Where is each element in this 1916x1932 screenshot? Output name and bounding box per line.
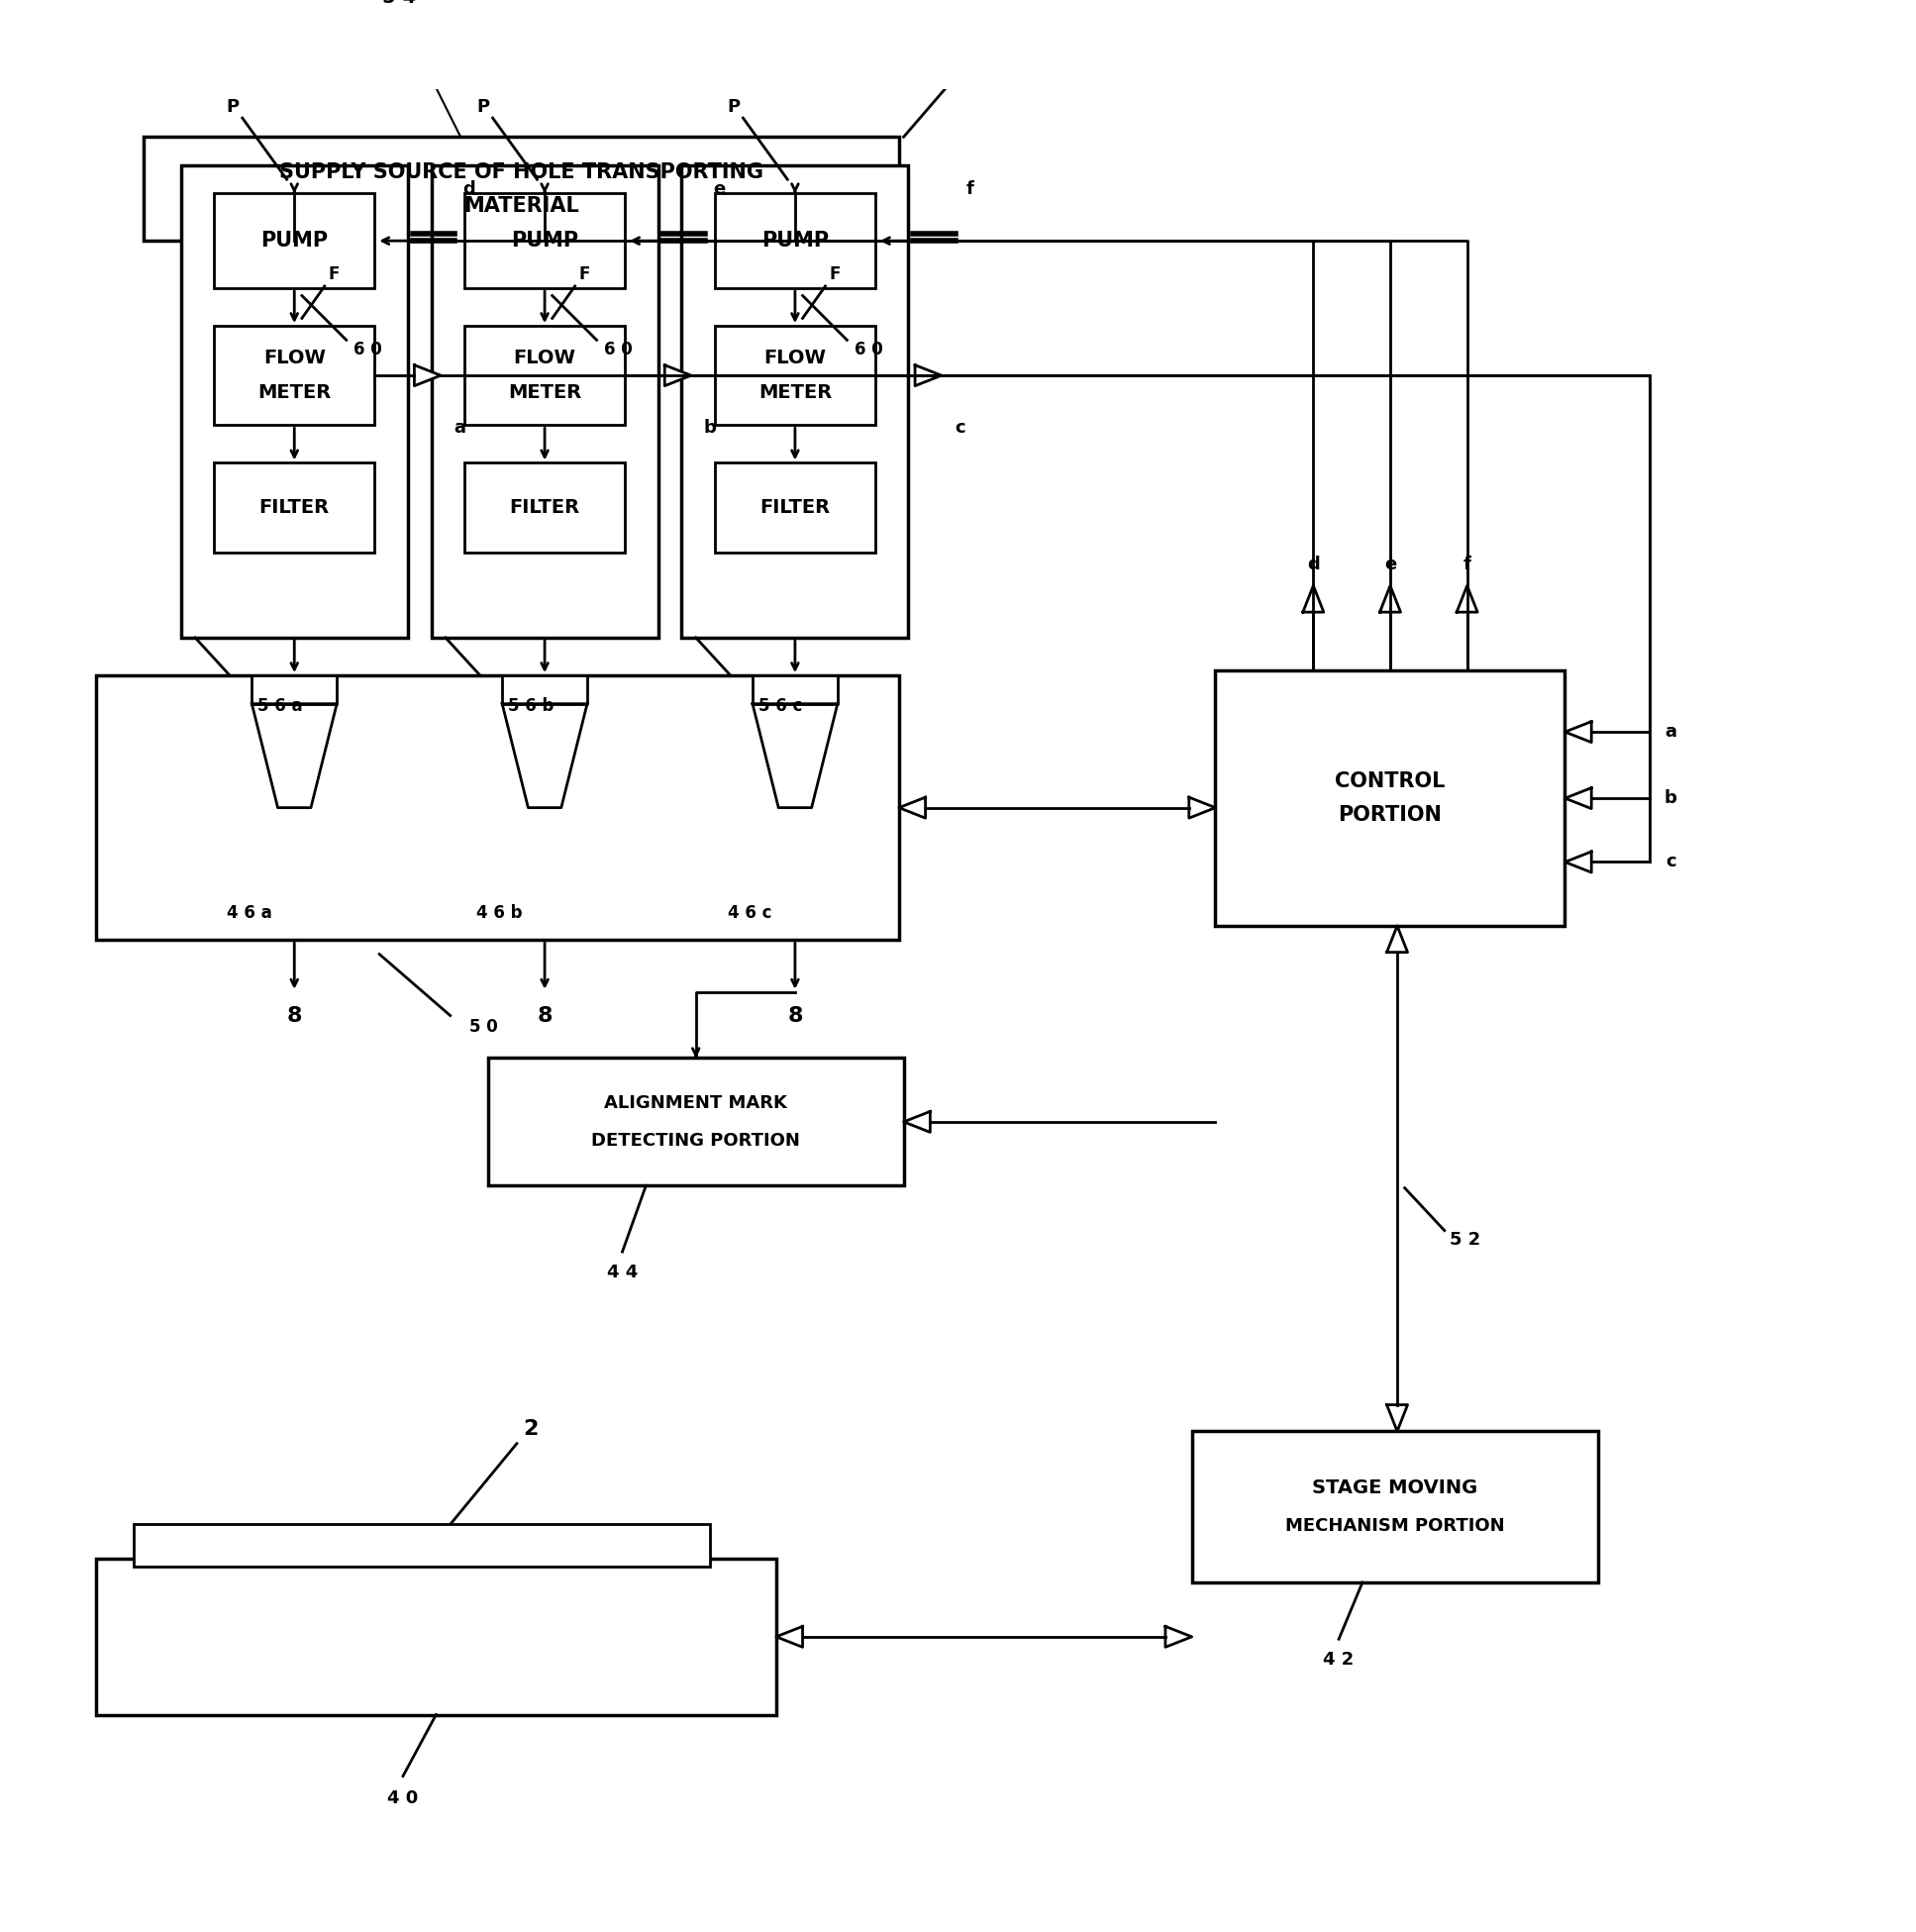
Polygon shape [665,365,692,386]
Polygon shape [904,1111,929,1132]
Polygon shape [1387,925,1408,952]
Polygon shape [1565,788,1592,810]
Bar [134,1524,711,1567]
Bar [464,327,625,425]
Text: ALIGNMENT MARK: ALIGNMENT MARK [604,1094,787,1111]
Text: e: e [713,180,726,197]
Text: FLOW: FLOW [262,350,326,367]
Text: a: a [454,419,466,437]
Bar [431,166,657,638]
Text: METER: METER [508,383,581,402]
Text: a: a [1665,723,1676,740]
Text: STAGE MOVING: STAGE MOVING [1312,1478,1477,1497]
Text: F: F [328,265,339,282]
Text: 6 0: 6 0 [354,340,383,357]
Polygon shape [899,798,925,817]
Bar [1192,1432,1598,1582]
Text: f: f [966,180,973,197]
Text: FLOW: FLOW [513,350,577,367]
Bar [1215,670,1565,925]
Text: PORTION: PORTION [1337,806,1443,825]
Bar [464,193,625,288]
Text: c: c [1665,854,1676,871]
Text: FILTER: FILTER [761,498,830,518]
Text: b: b [1665,790,1676,808]
Bar [489,1059,904,1186]
Polygon shape [1387,1405,1408,1432]
Text: 4 4: 4 4 [607,1264,638,1281]
Text: 5 6 b: 5 6 b [508,697,554,715]
Text: F: F [579,265,590,282]
Text: 4 6 b: 4 6 b [477,904,523,922]
Text: PUMP: PUMP [512,232,579,251]
Polygon shape [414,365,441,386]
Text: d: d [1307,556,1320,574]
Text: F: F [830,265,841,282]
Text: FILTER: FILTER [259,498,330,518]
Text: 4 6 a: 4 6 a [226,904,272,922]
Bar [180,166,408,638]
Text: P: P [728,99,740,116]
Bar [682,166,908,638]
Text: PUMP: PUMP [261,232,328,251]
Text: FILTER: FILTER [510,498,581,518]
Polygon shape [1165,1627,1192,1648]
Text: b: b [703,419,717,437]
Text: P: P [477,99,490,116]
Text: 4 0: 4 0 [387,1789,418,1806]
Polygon shape [1380,585,1401,612]
Bar [96,676,899,941]
Text: 4 2: 4 2 [1324,1652,1355,1669]
Polygon shape [502,703,586,808]
Bar [215,327,376,425]
Text: METER: METER [257,383,331,402]
Polygon shape [502,676,586,703]
Polygon shape [753,703,837,808]
Text: P: P [226,99,240,116]
Polygon shape [1456,585,1477,612]
Polygon shape [916,365,941,386]
Bar [715,464,876,553]
Text: 5 6 c: 5 6 c [759,697,803,715]
Polygon shape [251,676,337,703]
Bar [464,464,625,553]
Text: d: d [464,180,475,197]
Text: CONTROL: CONTROL [1335,771,1445,790]
Polygon shape [1190,798,1215,817]
Polygon shape [753,676,837,703]
Text: e: e [1383,556,1397,574]
Bar [215,464,376,553]
Bar [215,193,376,288]
Bar [715,327,876,425]
Text: 6 0: 6 0 [604,340,632,357]
Polygon shape [251,703,337,808]
Text: f: f [1464,556,1471,574]
Text: 8: 8 [287,1007,303,1026]
Polygon shape [776,1627,803,1648]
Text: 5 2: 5 2 [1450,1231,1481,1248]
Text: 2: 2 [523,1420,538,1439]
Text: MATERIAL: MATERIAL [464,195,579,216]
Text: 5 6 a: 5 6 a [257,697,303,715]
Polygon shape [1303,585,1324,612]
Text: MECHANISM PORTION: MECHANISM PORTION [1286,1517,1504,1534]
Text: FLOW: FLOW [764,350,826,367]
Text: METER: METER [759,383,832,402]
Text: c: c [954,419,966,437]
Text: PUMP: PUMP [761,232,830,251]
Text: DETECTING PORTION: DETECTING PORTION [592,1132,801,1150]
Text: 6 0: 6 0 [855,340,883,357]
Text: 4 6 c: 4 6 c [728,904,772,922]
Text: SUPPLY SOURCE OF HOLE TRANSPORTING: SUPPLY SOURCE OF HOLE TRANSPORTING [280,162,763,182]
Text: 5 4: 5 4 [383,0,416,6]
Bar [96,1559,776,1716]
Polygon shape [1565,852,1592,873]
Text: 5 0: 5 0 [469,1018,498,1036]
Bar [144,137,899,242]
Text: 8: 8 [536,1007,552,1026]
Text: 8: 8 [787,1007,803,1026]
Polygon shape [1565,721,1592,742]
Bar [715,193,876,288]
